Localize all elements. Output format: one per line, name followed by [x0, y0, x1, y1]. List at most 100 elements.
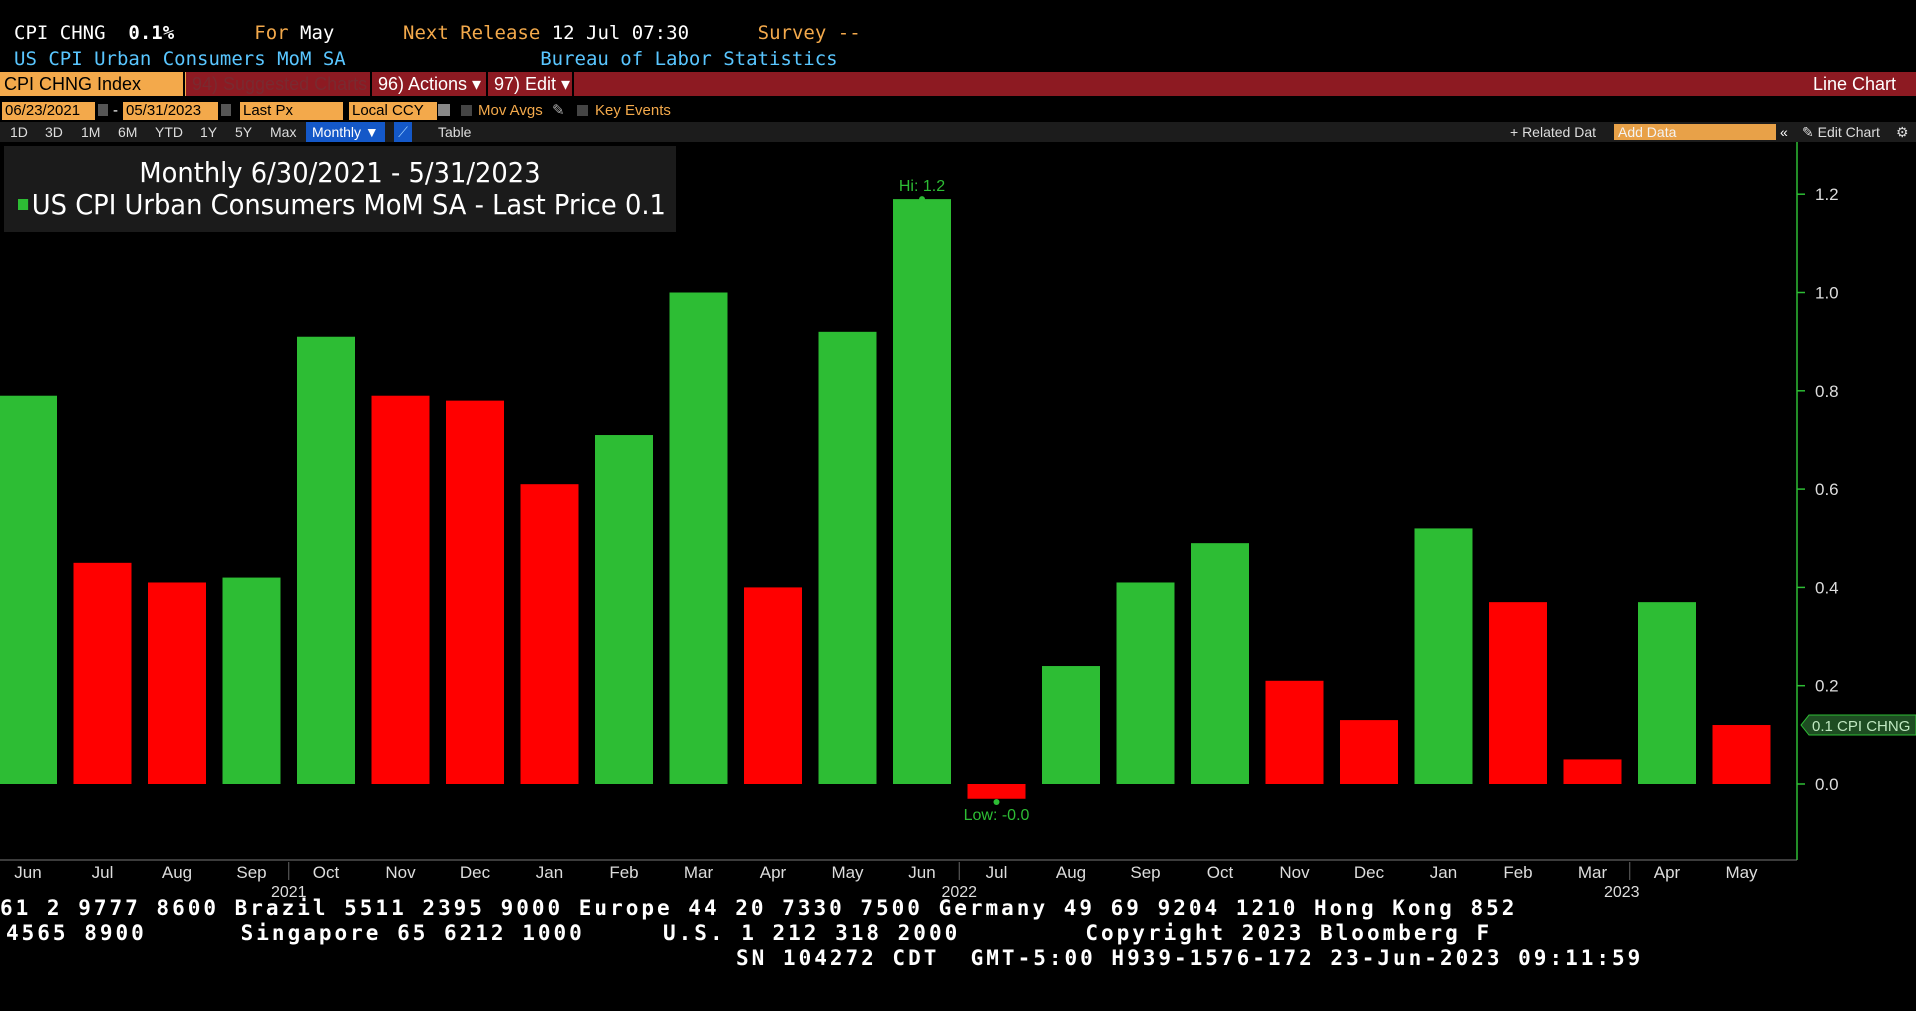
x-tick-label: Mar	[684, 863, 714, 882]
edit-chart-button[interactable]: ✎ Edit Chart	[1802, 124, 1880, 140]
calendar-icon[interactable]	[221, 104, 231, 116]
key-events-label[interactable]: Key Events	[595, 102, 671, 119]
date-range-dash: -	[113, 102, 118, 119]
bar	[595, 435, 653, 784]
period-ytd[interactable]: YTD	[155, 124, 183, 140]
bar	[371, 395, 430, 784]
pencil-icon[interactable]: ✎	[552, 102, 565, 119]
bar	[446, 400, 504, 784]
last-value-tag-label: 0.1 CPI CHNG	[1812, 718, 1910, 735]
period-5y[interactable]: 5Y	[235, 124, 253, 140]
suggested-charts-button[interactable]: 94) Suggested Charts	[192, 74, 368, 94]
footer-line-1: 61 2 9777 8600 Brazil 5511 2395 9000 Eur…	[0, 896, 1518, 920]
add-data-input[interactable]: Add Data	[1614, 124, 1776, 140]
related-data-button[interactable]: + Related Dat	[1510, 124, 1596, 140]
period-1d[interactable]: 1D	[10, 124, 28, 140]
legend-last-value: 0.1	[624, 188, 666, 221]
y-tick-label: 1.2	[1815, 185, 1839, 204]
chart-style-icon[interactable]: ⟋	[394, 122, 412, 142]
period-max[interactable]: Max	[270, 124, 297, 140]
legend-series-name: US CPI Urban Consumers MoM SA - Last Pri…	[31, 188, 617, 221]
period-bar: 1D 3D 1M 6M YTD 1Y 5Y Max Monthly ▼ ⟋ Ta…	[0, 122, 1916, 142]
bar	[0, 395, 57, 784]
x-tick-label: Jul	[92, 863, 114, 882]
x-tick-label: Dec	[1354, 863, 1385, 882]
hi-label: Hi: 1.2	[899, 178, 945, 195]
x-tick-label: Dec	[460, 863, 491, 882]
legend-swatch	[18, 199, 29, 210]
calendar-icon[interactable]	[98, 104, 108, 116]
quote-header: CPI CHNG 0.1% For May Next Release 12 Ju…	[14, 22, 861, 44]
menu-divider	[370, 72, 372, 96]
currency-select[interactable]: Local CCY	[349, 102, 437, 120]
series-header: US CPI Urban Consumers MoM SA Bureau of …	[14, 48, 838, 70]
period-1y[interactable]: 1Y	[200, 124, 218, 140]
start-date-input[interactable]: 06/23/2021	[2, 102, 95, 120]
price-field-select[interactable]: Last Px	[240, 102, 343, 120]
bar	[744, 587, 802, 784]
bar	[1414, 528, 1473, 784]
x-tick-label: Sep	[236, 863, 266, 882]
frequency-select[interactable]: Monthly ▼	[306, 122, 385, 142]
footer-line-3: SN 104272 CDT GMT-5:00 H939-1576-172 23-…	[736, 946, 1644, 970]
chart-legend: Monthly 6/30/2021 - 5/31/2023 US CPI Urb…	[4, 146, 676, 232]
bar	[1116, 582, 1175, 784]
x-tick-label: Mar	[1578, 863, 1608, 882]
year-label: 2021	[271, 884, 307, 901]
bar	[148, 582, 206, 784]
for-label: For	[254, 22, 289, 44]
last-value-tag	[1800, 714, 1916, 736]
bar	[1712, 725, 1771, 784]
security-field[interactable]: CPI CHNG Index	[0, 72, 186, 96]
series-name: US CPI Urban Consumers MoM SA	[14, 48, 346, 70]
gear-icon[interactable]: ⚙	[1896, 124, 1909, 140]
x-tick-label: Apr	[1654, 863, 1681, 882]
period-1m[interactable]: 1M	[81, 124, 101, 140]
next-release-label: Next Release	[403, 22, 541, 44]
x-tick-label: Jan	[1430, 863, 1457, 882]
mov-avgs-checkbox[interactable]	[461, 105, 472, 116]
x-tick-label: May	[831, 863, 864, 882]
hi-marker	[919, 196, 925, 203]
y-tick-label: 0.6	[1815, 480, 1839, 499]
bar	[1191, 543, 1249, 784]
chevron-down-icon[interactable]	[438, 104, 450, 116]
x-tick-label: May	[1725, 863, 1758, 882]
bar	[669, 292, 728, 784]
x-tick-label: Feb	[609, 863, 638, 882]
bar	[893, 199, 951, 785]
survey-label: Survey	[757, 22, 827, 44]
period-3d[interactable]: 3D	[45, 124, 63, 140]
period-6m[interactable]: 6M	[118, 124, 138, 140]
year-label: 2023	[1604, 884, 1640, 901]
bar	[520, 484, 579, 784]
x-tick-label: Aug	[1056, 863, 1086, 882]
x-tick-label: Nov	[1279, 863, 1310, 882]
chart-controls: 06/23/2021 - 05/31/2023 Last Px Local CC…	[0, 100, 1916, 122]
y-tick-label: 0.0	[1815, 775, 1839, 794]
end-date-input[interactable]: 05/31/2023	[123, 102, 218, 120]
legend-entry[interactable]: US CPI Urban Consumers MoM SA - Last Pri…	[18, 188, 666, 221]
x-tick-label: Jul	[986, 863, 1008, 882]
low-label: Low: -0.0	[964, 807, 1030, 824]
year-label: 2022	[941, 884, 977, 901]
table-button[interactable]: Table	[438, 124, 472, 140]
bar	[1265, 680, 1324, 784]
bar	[967, 784, 1026, 799]
collapse-icon[interactable]: «	[1780, 124, 1788, 140]
mov-avgs-label[interactable]: Mov Avgs	[478, 102, 543, 119]
x-tick-label: Feb	[1503, 863, 1532, 882]
x-tick-label: Sep	[1130, 863, 1160, 882]
ticker-code: CPI CHNG	[14, 22, 106, 44]
bar	[73, 562, 132, 784]
edit-menu[interactable]: 97) Edit ▾	[494, 74, 571, 94]
y-tick-label: 0.2	[1815, 677, 1839, 696]
x-tick-label: Aug	[162, 863, 192, 882]
chart-title: Monthly 6/30/2021 - 5/31/2023	[139, 156, 541, 189]
actions-menu[interactable]: 96) Actions ▾	[378, 74, 482, 94]
chart-type-label[interactable]: Line Chart	[1812, 74, 1896, 94]
bar	[1563, 759, 1622, 784]
bar	[1489, 602, 1547, 784]
key-events-checkbox[interactable]	[577, 105, 588, 116]
